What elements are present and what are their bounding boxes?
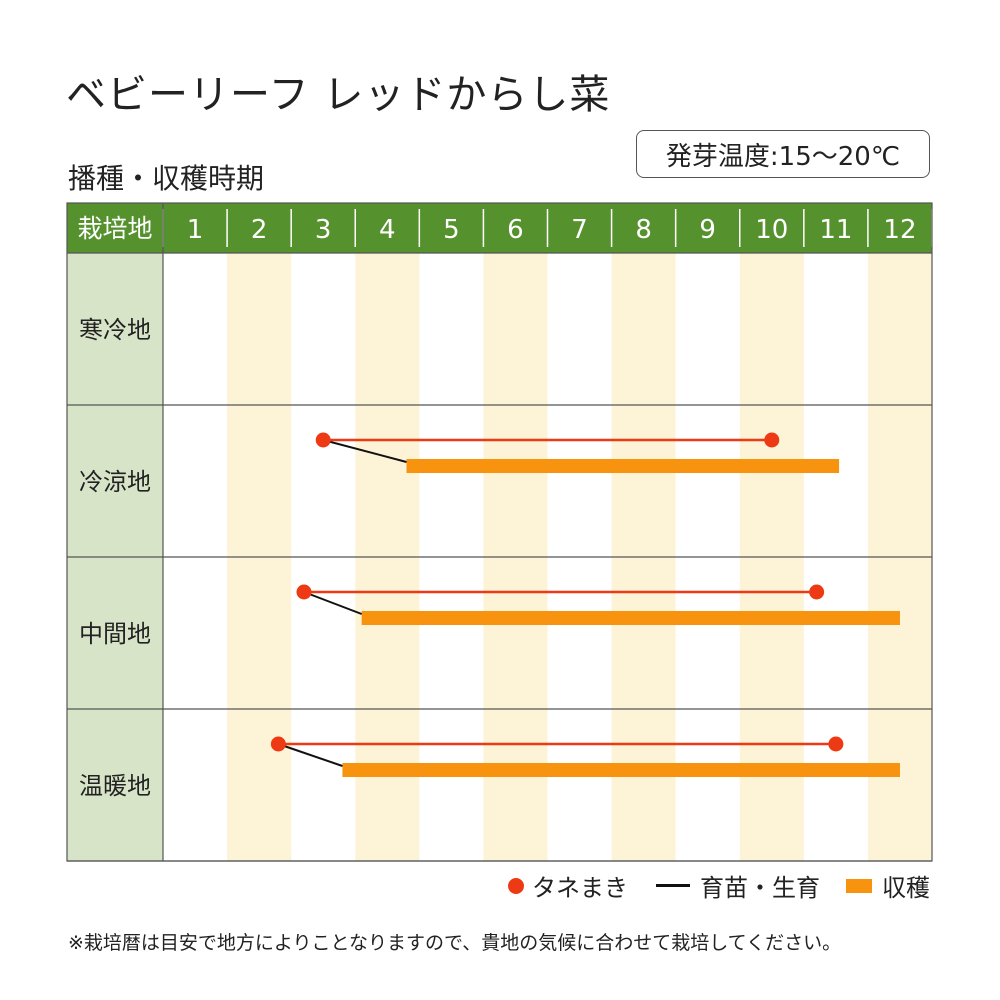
region-label-2: 冷涼地 (79, 468, 151, 496)
seedling-line-4 (278, 743, 343, 767)
month-label-2: 2 (251, 215, 268, 245)
chart-border (66, 202, 933, 862)
germination-temperature-badge: 発芽温度:15〜20℃ (636, 130, 930, 178)
region-label-4: 温暖地 (79, 772, 151, 800)
seedling-line-3 (303, 591, 363, 615)
legend-harvest-label: 収穫 (882, 874, 930, 902)
chart-title: ベビーリーフ レッドからし菜 (66, 72, 611, 118)
sowing-start-point-4 (270, 736, 286, 752)
footnote: ※栽培暦は目安で地方によりことなりますので、貴地の気候に合わせて栽培してください… (68, 932, 842, 954)
sowing-start-point-3 (296, 584, 312, 600)
legend-sowing-label: タネまき (532, 874, 628, 902)
harvest-bar-2 (406, 459, 840, 473)
month-label-1: 1 (187, 215, 204, 245)
header-corner-label: 栽培地 (77, 214, 152, 243)
month-label-7: 7 (571, 215, 588, 245)
month-label-6: 6 (507, 215, 524, 245)
seedling-line-icon (656, 884, 690, 887)
month-label-10: 10 (755, 215, 788, 245)
region-label-3: 中間地 (79, 620, 151, 648)
region-label-1: 寒冷地 (79, 316, 151, 344)
legend-harvest: 収穫 (846, 868, 930, 903)
harvest-bar-icon (846, 878, 872, 893)
month-label-11: 11 (819, 215, 852, 245)
harvest-bar-4 (342, 763, 900, 777)
month-label-4: 4 (379, 215, 396, 245)
sowing-dot-icon (508, 877, 524, 894)
seedling-line-2 (322, 439, 407, 463)
month-label-12: 12 (883, 215, 916, 245)
harvest-bar-3 (361, 611, 900, 625)
sowing-end-point-2 (764, 432, 780, 448)
sowing-start-point-2 (315, 432, 331, 448)
month-label-5: 5 (443, 215, 460, 245)
month-label-9: 9 (699, 215, 716, 245)
legend-seedling-label: 育苗・生育 (700, 874, 820, 902)
legend-sowing: タネまき (508, 868, 628, 903)
month-label-3: 3 (315, 215, 332, 245)
chart-subtitle: 播種・収穫時期 (68, 162, 265, 195)
sowing-end-point-4 (828, 736, 844, 752)
legend-seedling: 育苗・生育 (656, 868, 820, 903)
chart-legend: タネまき 育苗・生育 収穫 (0, 868, 1000, 902)
month-label-8: 8 (635, 215, 652, 245)
sowing-end-point-3 (809, 584, 825, 600)
header-row (67, 203, 932, 253)
